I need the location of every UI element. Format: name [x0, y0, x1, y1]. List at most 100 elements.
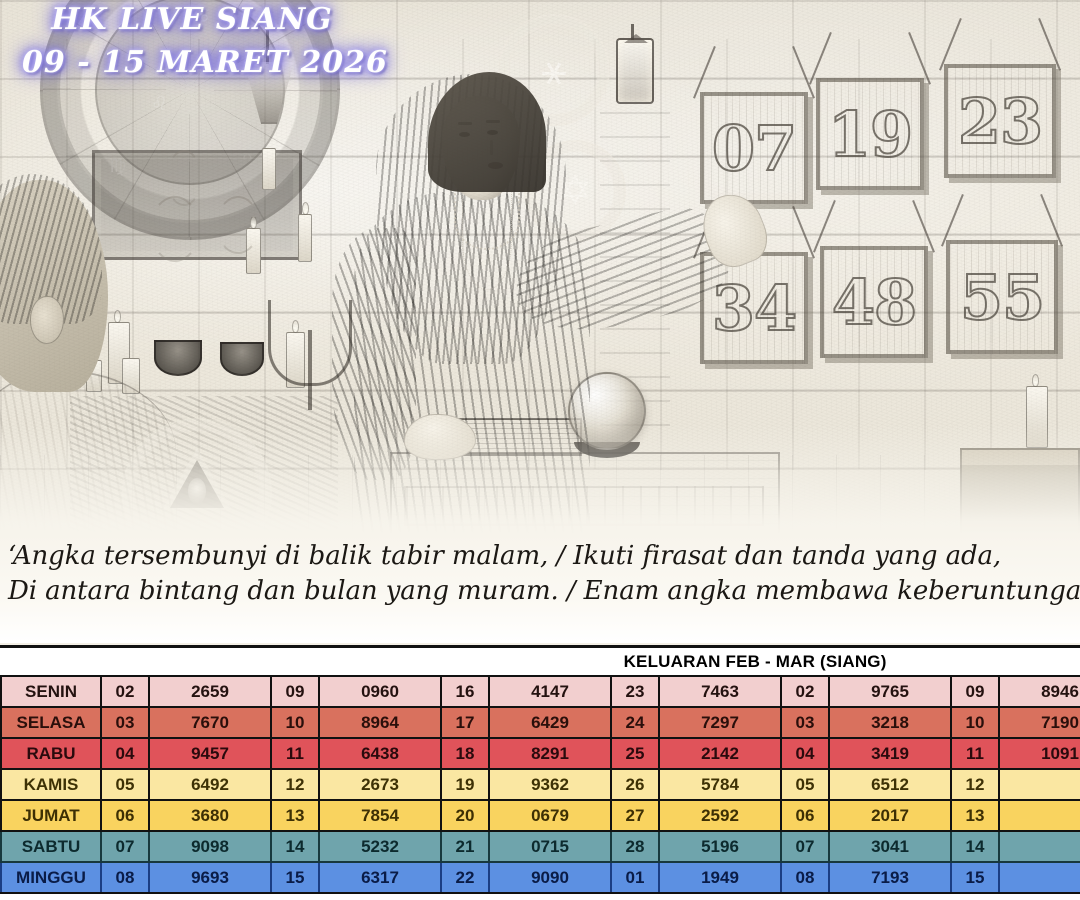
poem-line-2: Di antara bintang dan bulan yang muram. …: [8, 575, 1080, 606]
day-label: SABTU: [0, 830, 102, 863]
date-cell: 03: [100, 706, 150, 739]
result-number-cell: 3680: [148, 799, 272, 832]
lucky-number-value: 55: [959, 260, 1046, 335]
result-number-cell: 7463: [658, 675, 782, 708]
sigil-glyph: ⚹: [500, 16, 608, 124]
date-cell: 07: [100, 830, 150, 863]
date-cell: 11: [270, 737, 320, 770]
date-cell: 11: [950, 737, 1000, 770]
result-number-cell: 0679: [488, 799, 612, 832]
lucky-number-plaque[interactable]: 07: [700, 92, 808, 204]
date-cell: 20: [440, 799, 490, 832]
result-number-cell: 9098: [148, 830, 272, 863]
lucky-number-plaque[interactable]: 19: [816, 78, 924, 190]
date-cell: 14: [950, 830, 1000, 863]
date-cell: 15: [270, 861, 320, 894]
candle-flame-icon: [114, 310, 121, 323]
lucky-number-plaque[interactable]: 55: [946, 240, 1058, 354]
result-number-cell: [998, 861, 1080, 894]
result-number-cell: 5232: [318, 830, 442, 863]
date-cell: 13: [270, 799, 320, 832]
date-cell: 22: [440, 861, 490, 894]
table-row: MINGGU 08 9693 15 6317 22 9090 01 1949 08 7193 15: [0, 861, 1080, 894]
date-cell: 02: [780, 675, 830, 708]
result-number-cell: 0715: [488, 830, 612, 863]
poem-block: ‘Angka tersembunyi di balik tabir malam,…: [0, 533, 1080, 643]
zodiac-glyph: ♍: [109, 155, 126, 177]
date-cell: 17: [440, 706, 490, 739]
table-row: SENIN 02 2659 09 0960 16 4147 23 7463 02 9765 09 894…: [0, 675, 1080, 708]
head: [0, 180, 108, 392]
results-table: KELUARAN FEB - MAR (SIANG) SENIN 02 2659 09…: [0, 648, 1080, 894]
result-number-cell: 9457: [148, 737, 272, 770]
lucky-number-value: 19: [827, 97, 914, 172]
date-cell: 12: [270, 768, 320, 801]
date-cell: 27: [610, 799, 660, 832]
date-cell: 26: [610, 768, 660, 801]
date-cell: 12: [950, 768, 1000, 801]
lucky-number-plaque[interactable]: 23: [944, 64, 1056, 178]
date-cell: 04: [780, 737, 830, 770]
table-row: SELASA 03 7670 10 8964 17 6429 24 7297 03 3218 10 71…: [0, 706, 1080, 739]
date-cell: 06: [780, 799, 830, 832]
result-number-cell: 3419: [828, 737, 952, 770]
date-cell: 02: [100, 675, 150, 708]
lucky-number-value: 23: [957, 84, 1044, 159]
sigil-circle: ⚹: [498, 14, 610, 126]
day-label: RABU: [0, 737, 102, 770]
lantern-post: [600, 96, 670, 426]
plaque-frame: 34: [700, 252, 808, 364]
result-number-cell: 7854: [318, 799, 442, 832]
result-number-cell: 8291: [488, 737, 612, 770]
date-cell: 14: [270, 830, 320, 863]
ear: [30, 296, 64, 344]
lucky-number-plaque[interactable]: 34: [700, 252, 808, 364]
table-header-row: KELUARAN FEB - MAR (SIANG): [1, 648, 1080, 677]
result-number-cell: 7670: [148, 706, 272, 739]
necklace: [462, 192, 512, 290]
result-number-cell: [998, 768, 1080, 801]
result-number-cell: 1949: [658, 861, 782, 894]
plaque-frame: 19: [816, 78, 924, 190]
table-row: SABTU 07 9098 14 5232 21 0715 28 5196 07 3041 14: [0, 830, 1080, 863]
result-number-cell: 6512: [828, 768, 952, 801]
candle-flame-icon: [1032, 374, 1039, 387]
candle-flame-icon: [302, 202, 309, 215]
result-number-cell: 9693: [148, 861, 272, 894]
table-body: SENIN 02 2659 09 0960 16 4147 23 7463 02 9765 09 894…: [0, 675, 1080, 894]
incense-smoke: [216, 196, 260, 254]
date-cell: 13: [950, 799, 1000, 832]
date-cell: 19: [440, 768, 490, 801]
cauldron-icon: [220, 342, 264, 376]
result-number-cell: [998, 799, 1080, 832]
result-number-cell: 2017: [828, 799, 952, 832]
date-cell: 08: [100, 861, 150, 894]
table-row: JUMAT 06 3680 13 7854 20 0679 27 2592 06 2017 13: [0, 799, 1080, 832]
day-label: SELASA: [0, 706, 102, 739]
incense-smoke: [166, 150, 202, 206]
result-number-cell: 6438: [318, 737, 442, 770]
result-number-cell: 3041: [828, 830, 952, 863]
result-number-cell: 5784: [658, 768, 782, 801]
result-number-cell: 2142: [658, 737, 782, 770]
date-cell: 03: [780, 706, 830, 739]
date-cell: 16: [440, 675, 490, 708]
sigil-glyph: ✡: [526, 142, 624, 240]
result-number-cell: 2592: [658, 799, 782, 832]
poem-line-1: ‘Angka tersembunyi di balik tabir malam,…: [8, 541, 1002, 571]
result-number-cell: 3218: [828, 706, 952, 739]
date-cell: 07: [780, 830, 830, 863]
date-cell: 21: [440, 830, 490, 863]
result-number-cell: 5196: [658, 830, 782, 863]
lantern-icon: [616, 24, 654, 104]
lucky-number-plaque[interactable]: 48: [820, 246, 928, 358]
plaque-frame: 55: [946, 240, 1058, 354]
date-cell: 23: [610, 675, 660, 708]
result-number-cell: [998, 830, 1080, 863]
result-number-cell: 9362: [488, 768, 612, 801]
results-table-container: KELUARAN FEB - MAR (SIANG) SENIN 02 2659 09…: [0, 645, 1080, 900]
result-number-cell: 7190: [998, 706, 1080, 739]
artwork-illustration: ♋ ♌ ♍ ♎ ⚹: [0, 0, 1080, 535]
plaque-frame: 23: [944, 64, 1056, 178]
date-cell: 08: [780, 861, 830, 894]
